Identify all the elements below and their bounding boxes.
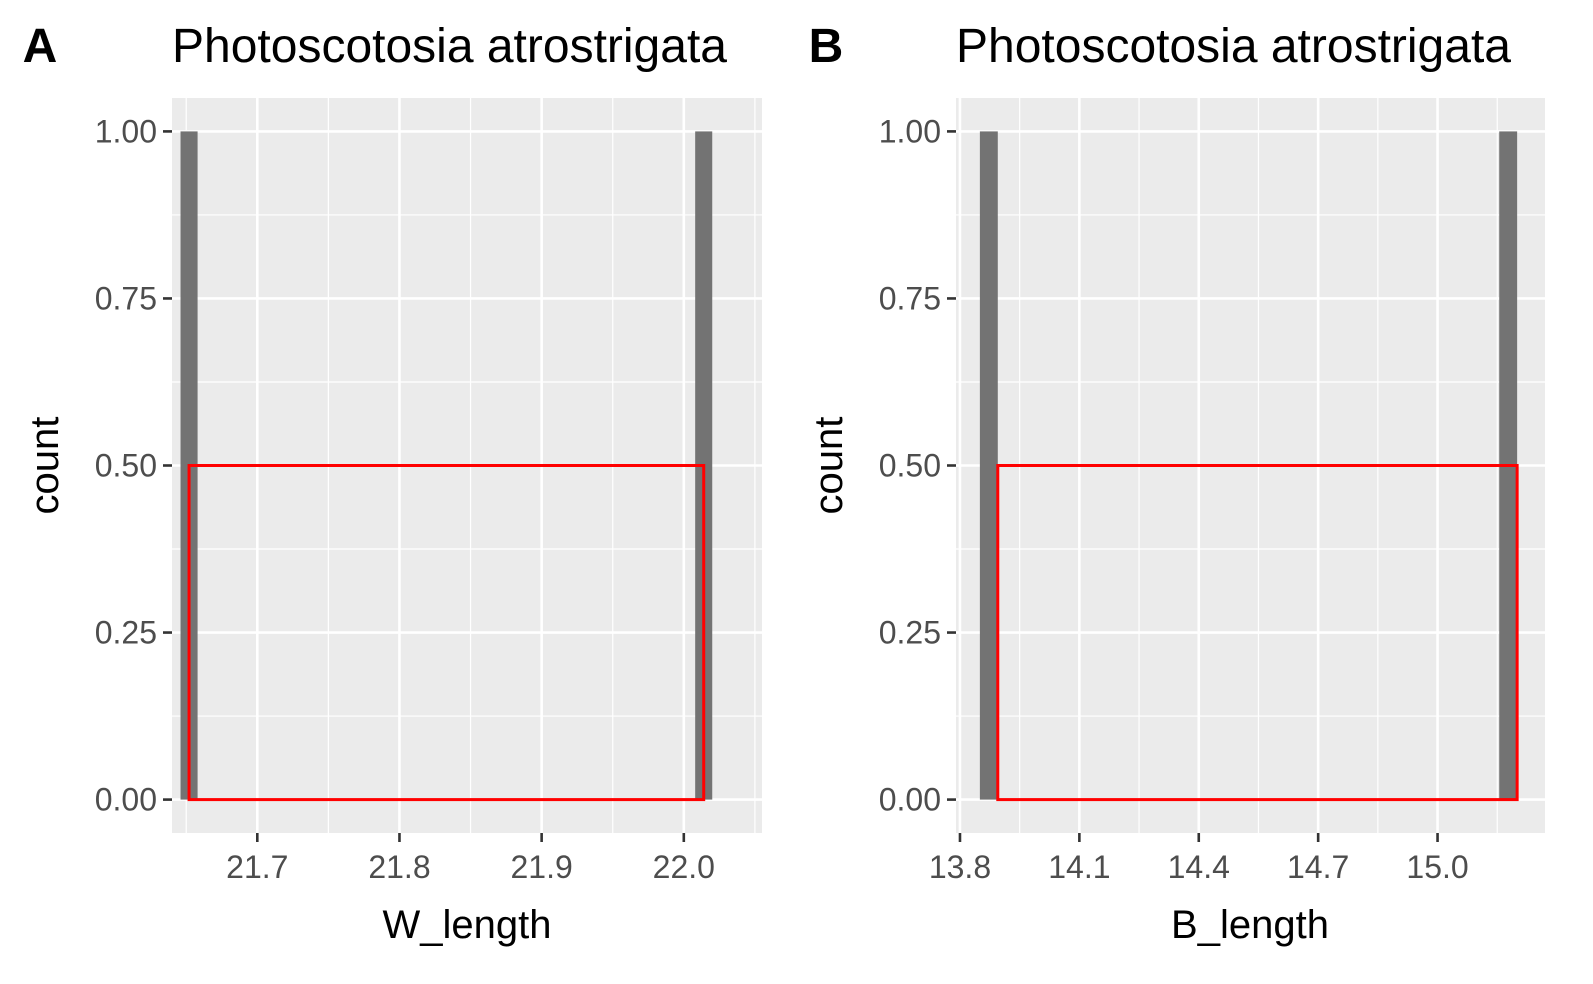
y-tick-label: 0.00 — [879, 782, 941, 818]
highlight-rectangle — [187, 464, 706, 802]
highlight-rectangle — [996, 464, 1519, 802]
panel-title: Photoscotosia atrostrigata — [956, 20, 1511, 73]
panel-title: Photoscotosia atrostrigata — [172, 20, 727, 73]
x-tick-label: 21.9 — [510, 849, 572, 885]
panel-a: 0.00 0.25 0.50 0.75 1.00 21.7 21.8 21.9 22.0 W_le… — [23, 20, 762, 947]
panel-tag: A — [23, 20, 58, 73]
x-axis-title: W_length — [383, 903, 552, 947]
x-tick-label: 14.7 — [1287, 849, 1349, 885]
histogram-bar — [979, 131, 998, 800]
y-axis-title: count — [807, 417, 851, 515]
y-tick-label: 0.00 — [95, 782, 157, 818]
panel-tag: B — [809, 20, 844, 73]
x-tick-label: 13.8 — [929, 849, 991, 885]
x-tick-label: 14.1 — [1048, 849, 1110, 885]
y-tick-label: 0.25 — [879, 615, 941, 651]
x-tick-label: 22.0 — [653, 849, 715, 885]
y-tick-label: 0.75 — [879, 280, 941, 316]
y-axis-title: count — [23, 417, 67, 515]
y-tick-label: 1.00 — [95, 113, 157, 149]
x-tick-label: 21.7 — [226, 849, 288, 885]
y-tick-label: 0.25 — [95, 615, 157, 651]
x-tick-label: 21.8 — [368, 849, 430, 885]
x-axis-title: B_length — [1171, 903, 1329, 947]
y-tick-label: 0.50 — [95, 448, 157, 484]
x-tick-label: 15.0 — [1406, 849, 1468, 885]
y-tick-label: 0.75 — [95, 280, 157, 316]
y-tick-label: 1.00 — [879, 113, 941, 149]
x-tick-label: 14.4 — [1168, 849, 1230, 885]
panel-b: 0.00 0.25 0.50 0.75 1.00 13.8 14.1 14.4 14.7 15.0… — [807, 20, 1545, 947]
y-tick-label: 0.50 — [879, 448, 941, 484]
